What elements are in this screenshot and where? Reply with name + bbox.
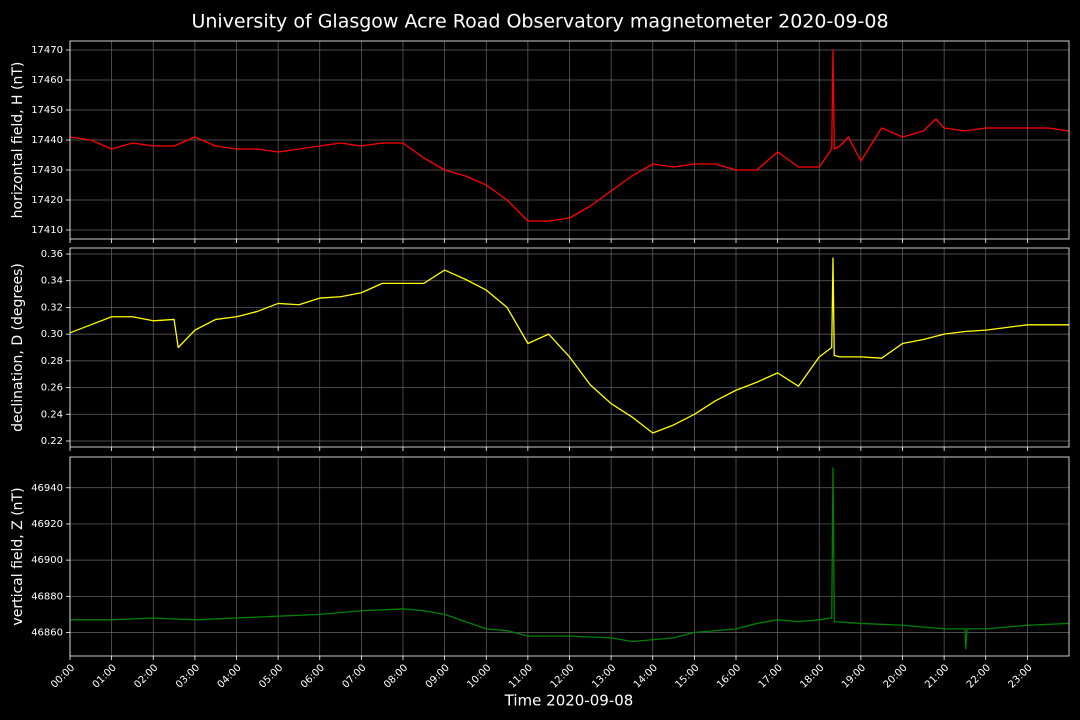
axes-frame [69,456,1070,657]
y-tick-label: 17430 [31,165,63,176]
y-tick-label: 0.24 [41,409,63,420]
y-tick-label: 0.28 [41,356,63,367]
axes-frame [69,247,1070,448]
y-tick-label: 17460 [31,75,63,86]
y-tick-label: 17440 [31,135,63,146]
y-tick-label: 0.36 [41,249,63,260]
data-line [70,467,1070,650]
y-tick-label: 46900 [31,555,63,566]
y-tick-label: 17410 [31,225,63,236]
data-line [69,257,1069,434]
y-tick-label: 17450 [31,105,63,116]
y-axis-label: horizontal field, H (nT) [10,62,26,219]
y-tick-label: 0.22 [41,436,63,447]
data-line [69,49,1070,222]
y-tick-label: 17470 [31,45,63,56]
y-tick-label: 0.32 [41,302,63,313]
y-tick-label: 0.26 [41,383,63,394]
chart-title: University of Glasgow Acre Road Observat… [191,11,888,33]
y-tick-label: 46880 [31,591,63,602]
y-axis-label: declination, D (degrees) [10,263,26,432]
y-axis-label: vertical field, Z (nT) [10,487,26,625]
y-tick-label: 46940 [31,483,63,494]
y-tick-label: 0.30 [41,329,63,340]
y-tick-label: 46860 [31,627,63,638]
y-tick-label: 46920 [31,519,63,530]
y-tick-label: 17420 [31,195,63,206]
axes-frame [69,40,1070,240]
y-tick-label: 0.34 [41,276,63,287]
x-axis-label: Time 2020-09-08 [504,692,634,710]
